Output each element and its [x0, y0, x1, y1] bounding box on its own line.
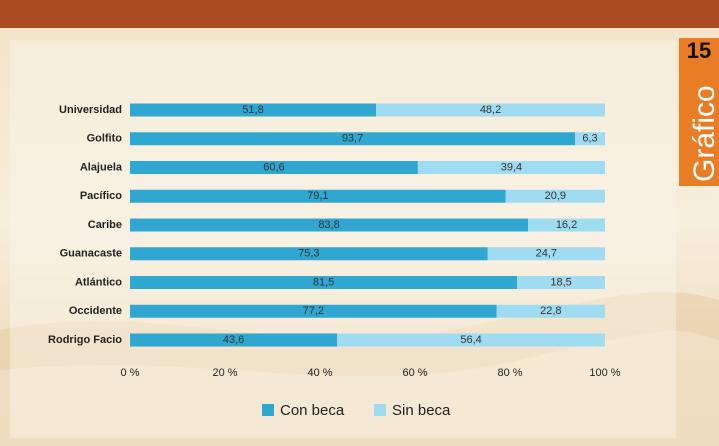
value-label: 6,3 — [582, 133, 597, 145]
category-label: Occidente — [69, 305, 122, 317]
legend-label: Sin beca — [392, 402, 451, 419]
value-label: 60,6 — [263, 161, 284, 173]
category-label: Rodrigo Facio — [48, 334, 122, 346]
value-label: 77,2 — [303, 305, 324, 317]
value-label: 51,8 — [242, 104, 263, 116]
value-label: 43,6 — [223, 334, 244, 346]
value-label: 39,4 — [501, 161, 522, 173]
legend-swatch — [262, 404, 274, 416]
value-label: 48,2 — [480, 104, 501, 116]
x-tick-label: 20 % — [212, 367, 237, 379]
badge-number: 15 — [687, 38, 711, 63]
value-label: 16,2 — [556, 219, 577, 231]
category-label: Golfito — [87, 133, 123, 145]
value-label: 93,7 — [342, 133, 363, 145]
value-label: 22,8 — [540, 305, 561, 317]
value-label: 18,5 — [550, 276, 571, 288]
value-label: 56,4 — [460, 334, 481, 346]
legend-swatch — [374, 404, 386, 416]
x-tick-label: 60 % — [402, 367, 427, 379]
category-label: Alajuela — [80, 161, 123, 173]
x-tick-label: 0 % — [121, 367, 140, 379]
top-band — [0, 0, 719, 28]
x-tick-label: 40 % — [307, 367, 332, 379]
x-tick-label: 80 % — [497, 367, 522, 379]
category-label: Pacífico — [80, 190, 122, 202]
category-label: Guanacaste — [60, 248, 122, 260]
value-label: 79,1 — [307, 190, 328, 202]
badge-label: Gráfico — [688, 85, 719, 182]
value-label: 75,3 — [298, 248, 319, 260]
value-label: 83,8 — [318, 219, 339, 231]
panel — [10, 40, 676, 438]
chart: 15 Gráfico 0 % 20 % 40 % 60 % 80 % 100 % Unive… — [0, 0, 719, 446]
legend-label: Con beca — [280, 402, 345, 419]
x-tick-label: 100 % — [589, 367, 620, 379]
value-label: 24,7 — [536, 248, 557, 260]
value-label: 81,5 — [313, 276, 334, 288]
category-label: Universidad — [59, 104, 122, 116]
category-label: Atlántico — [75, 276, 122, 288]
category-label: Caribe — [88, 219, 122, 231]
value-label: 20,9 — [545, 190, 566, 202]
